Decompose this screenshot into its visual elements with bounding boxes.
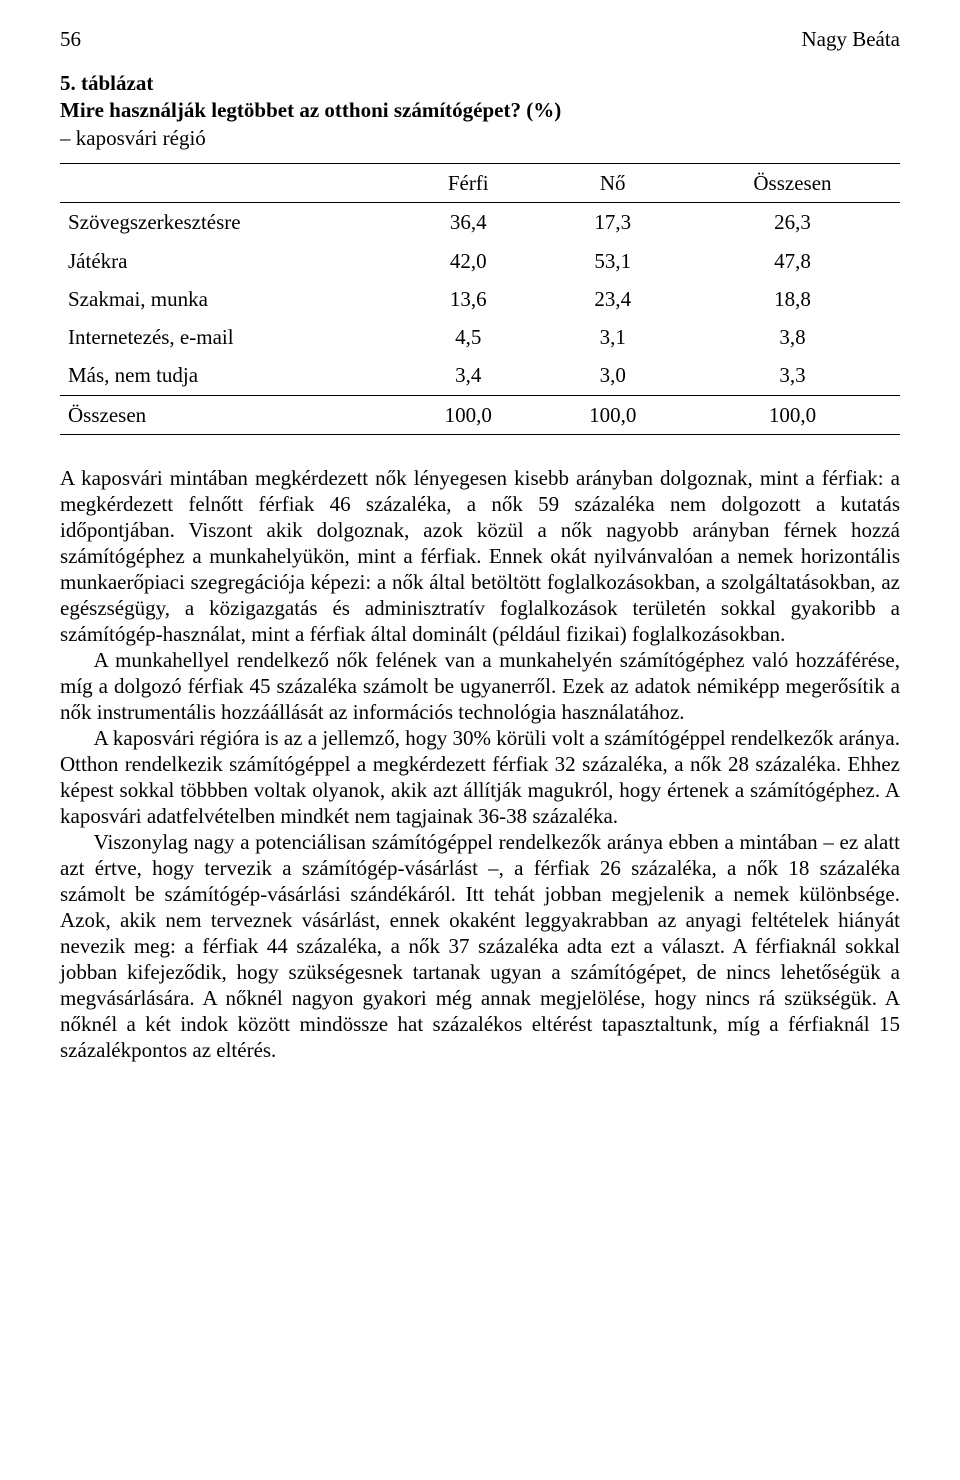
cell: 13,6	[396, 280, 540, 318]
cell: 23,4	[540, 280, 684, 318]
col-header: Összesen	[685, 164, 900, 203]
cell: Internetezés, e-mail	[60, 318, 396, 356]
body-paragraph: A kaposvári mintában megkérdezett nők lé…	[60, 465, 900, 647]
table-total-row: Összesen 100,0 100,0 100,0	[60, 395, 900, 434]
cell: 100,0	[396, 395, 540, 434]
cell: 3,0	[540, 356, 684, 395]
cell: 100,0	[685, 395, 900, 434]
body-paragraph: A munkahellyel rendelkező nők felének va…	[60, 647, 900, 725]
cell: 42,0	[396, 242, 540, 280]
page-number: 56	[60, 26, 81, 52]
table-header-row: Férfi Nő Összesen	[60, 164, 900, 203]
col-header	[60, 164, 396, 203]
cell: 47,8	[685, 242, 900, 280]
cell: 4,5	[396, 318, 540, 356]
cell: 17,3	[540, 203, 684, 242]
cell: 3,8	[685, 318, 900, 356]
cell: 3,3	[685, 356, 900, 395]
cell: 3,4	[396, 356, 540, 395]
cell: 100,0	[540, 395, 684, 434]
cell: Szövegszerkesztésre	[60, 203, 396, 242]
data-table: Férfi Nő Összesen Szövegszerkesztésre 36…	[60, 163, 900, 435]
cell: 53,1	[540, 242, 684, 280]
col-header: Férfi	[396, 164, 540, 203]
cell: Játékra	[60, 242, 396, 280]
table-row: Más, nem tudja 3,4 3,0 3,3	[60, 356, 900, 395]
body-paragraph: Viszonylag nagy a potenciálisan számítóg…	[60, 829, 900, 1063]
col-header: Nő	[540, 164, 684, 203]
page: 56 Nagy Beáta 5. táblázat Mire használjá…	[60, 0, 900, 1103]
cell: 18,8	[685, 280, 900, 318]
table-title: Mire használják legtöbbet az otthoni szá…	[60, 97, 900, 123]
body-paragraph: A kaposvári régióra is az a jellemző, ho…	[60, 725, 900, 829]
table-heading: 5. táblázat	[60, 70, 900, 96]
table-row: Internetezés, e-mail 4,5 3,1 3,8	[60, 318, 900, 356]
table-row: Szövegszerkesztésre 36,4 17,3 26,3	[60, 203, 900, 242]
cell: Összesen	[60, 395, 396, 434]
cell: 26,3	[685, 203, 900, 242]
page-author: Nagy Beáta	[801, 26, 900, 52]
page-header: 56 Nagy Beáta	[60, 26, 900, 52]
table-row: Játékra 42,0 53,1 47,8	[60, 242, 900, 280]
cell: 36,4	[396, 203, 540, 242]
cell: 3,1	[540, 318, 684, 356]
table-row: Szakmai, munka 13,6 23,4 18,8	[60, 280, 900, 318]
cell: Más, nem tudja	[60, 356, 396, 395]
table-subtitle: – kaposvári régió	[60, 125, 900, 151]
cell: Szakmai, munka	[60, 280, 396, 318]
